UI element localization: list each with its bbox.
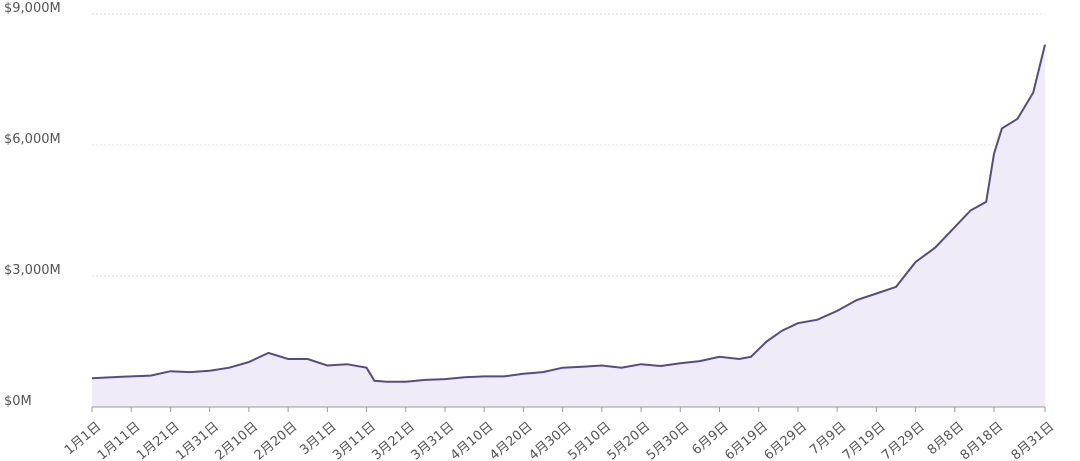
x-tick-label: 5月30日 (644, 419, 693, 461)
y-tick-label: $0M (4, 394, 32, 409)
line (91, 44, 1046, 383)
y-tick-label: $9,000M (4, 1, 61, 16)
x-tick-label: 8月18日 (958, 419, 1007, 461)
y-tick-label: $6,000M (4, 132, 61, 147)
x-tick-label: 2月20日 (252, 419, 301, 461)
x-tick-label: 6月29日 (762, 419, 811, 461)
area (92, 44, 1045, 407)
x-tick-label: 8月31日 (1009, 419, 1058, 461)
x-tick-label: 7月29日 (879, 419, 928, 461)
y-tick-label: $3,000M (4, 263, 61, 278)
